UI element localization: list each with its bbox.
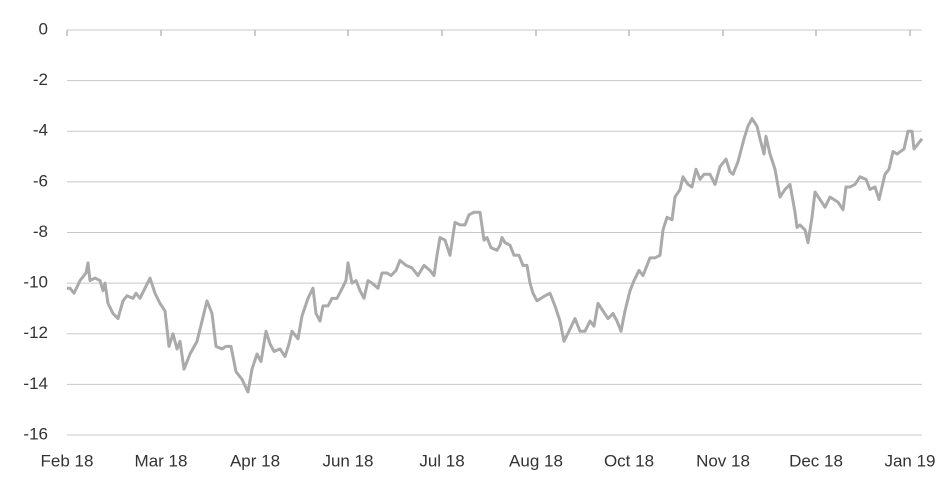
x-tick-label: Mar 18 <box>135 451 188 470</box>
x-tick-label: Aug 18 <box>509 451 563 470</box>
x-tick-label: Jan 19 <box>884 451 935 470</box>
y-tick-label: -16 <box>23 424 48 443</box>
x-tick-label: Nov 18 <box>696 451 750 470</box>
x-tick-label: Feb 18 <box>41 451 94 470</box>
y-tick-label: -4 <box>33 121 48 140</box>
y-tick-label: -10 <box>23 273 48 292</box>
y-tick-label: 0 <box>39 19 48 38</box>
x-tick-label: Apr 18 <box>230 451 280 470</box>
y-tick-label: -8 <box>33 222 48 241</box>
x-tick-label: Dec 18 <box>789 451 843 470</box>
data-line <box>67 117 924 394</box>
y-tick-label: -12 <box>23 323 48 342</box>
y-tick-label: -6 <box>33 171 48 190</box>
x-tick-label: Jul 18 <box>419 451 464 470</box>
x-tick-label: Jun 18 <box>322 451 373 470</box>
x-tick-label: Oct 18 <box>604 451 654 470</box>
y-tick-label: -2 <box>33 70 48 89</box>
y-tick-label: -14 <box>23 374 48 393</box>
